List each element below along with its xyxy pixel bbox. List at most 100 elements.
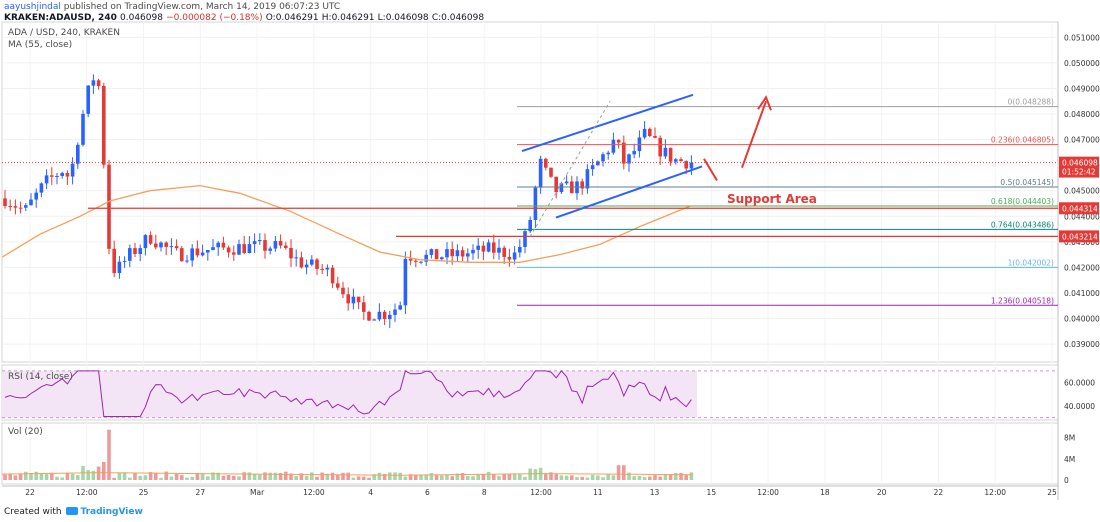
price-tick-label: 0.049000: [1064, 84, 1100, 93]
candle-body: [325, 267, 330, 270]
volume-bar: [455, 473, 460, 480]
symbol-ohlc-line: KRAKEN:ADAUSD, 240 0.046098 −0.000082 (−…: [4, 13, 484, 23]
candle-body: [440, 257, 444, 260]
candle-body: [65, 173, 70, 177]
volume-bar: [232, 475, 236, 480]
candle-body: [653, 136, 657, 138]
candle-body: [538, 158, 543, 188]
projection-up-line: [741, 100, 767, 169]
candle-body: [159, 242, 163, 248]
candle-body: [226, 247, 231, 253]
volume-bar: [570, 475, 574, 480]
volume-bar: [679, 472, 683, 480]
candle-body: [367, 311, 371, 321]
volume-bar: [434, 474, 439, 480]
rsi-tick-label: 60.0000: [1064, 379, 1095, 388]
candle-body: [278, 241, 283, 246]
candle-body: [346, 294, 350, 304]
volume-bar: [580, 476, 584, 480]
candle-body: [492, 242, 496, 253]
candle-body: [419, 261, 423, 263]
time-tick-label: 12:00: [757, 488, 779, 497]
candle-body: [320, 268, 324, 270]
candle-body: [44, 175, 49, 184]
volume-tick-label: 8M: [1064, 434, 1075, 443]
candle-body: [362, 302, 366, 312]
low-value: L:0.046098: [377, 13, 429, 23]
candle-body: [76, 144, 80, 164]
candle-body: [148, 235, 153, 244]
volume-bar: [336, 474, 340, 480]
volume-bar: [284, 471, 288, 480]
rsi-tick-label: 40.0000: [1064, 402, 1095, 411]
volume-bar: [424, 474, 428, 480]
price-tag-label: 0.044314: [1062, 204, 1098, 213]
volume-bar: [486, 471, 491, 480]
volume-bar: [39, 473, 44, 480]
volume-tick-label: 0: [1064, 476, 1069, 485]
candle-body: [460, 250, 465, 257]
candle-body: [247, 244, 252, 253]
candle-body: [154, 243, 158, 248]
volume-bar: [528, 468, 532, 480]
fib-level-label: 1(0.042002): [1008, 258, 1054, 267]
candle-body: [466, 253, 470, 257]
close-value: C:0.046098: [431, 13, 485, 23]
tradingview-brand[interactable]: TradingView: [80, 507, 143, 517]
volume-bar: [133, 472, 137, 480]
volume-bar: [164, 471, 168, 480]
volume-ma-line: [1, 472, 694, 476]
time-tick-label: 8: [482, 488, 487, 497]
candle-body: [221, 242, 226, 248]
time-tick-label: 12:00: [530, 488, 552, 497]
candle-body: [138, 248, 142, 254]
price-tick-label: 0.040000: [1064, 315, 1100, 324]
candle-body: [107, 164, 111, 249]
volume-bar: [294, 476, 298, 480]
candle-body: [3, 198, 7, 207]
candle-body: [315, 259, 319, 269]
candle-body: [523, 231, 527, 248]
volume-bar: [237, 476, 241, 480]
candle-body: [429, 249, 434, 255]
volume-bar: [616, 465, 621, 480]
volume-bar: [8, 473, 12, 480]
author-link[interactable]: aayushjindal: [4, 2, 61, 12]
candle-body: [502, 247, 506, 257]
volume-bar: [356, 476, 361, 480]
symbol-label: KRAKEN:ADAUSD, 240: [4, 13, 117, 23]
volume-bar: [44, 474, 49, 480]
candle-body: [24, 205, 28, 208]
volume-bar: [128, 477, 132, 480]
volume-bar: [497, 475, 501, 480]
candle-body: [39, 183, 44, 193]
price-tag-box: [1059, 230, 1099, 243]
last-price: 0.046098: [120, 13, 163, 23]
candle-body: [263, 239, 267, 251]
volume-bar: [382, 473, 387, 480]
volume-bar: [3, 474, 7, 480]
volume-bar: [289, 473, 293, 480]
moving-average-line: [1, 184, 691, 263]
candle-body: [559, 183, 564, 193]
candle-body: [96, 80, 101, 87]
volume-bar: [263, 472, 267, 480]
candle-body: [549, 167, 553, 177]
candle-body: [382, 311, 387, 320]
volume-bar: [372, 474, 376, 480]
candle-body: [450, 249, 454, 257]
volume-legend: Vol (20): [8, 427, 43, 437]
tradingview-logo-icon: [66, 507, 79, 515]
price-tick-label: 0.051000: [1064, 33, 1100, 42]
price-change: −0.000082 (−0.18%): [166, 13, 263, 23]
volume-bar: [377, 472, 382, 480]
price-tick-label: 0.050000: [1064, 59, 1100, 68]
rsi-legend: RSI (14, close): [8, 372, 73, 382]
candle-body: [622, 142, 626, 164]
volume-bar: [180, 475, 184, 480]
candle-body: [122, 260, 127, 262]
volume-bar: [190, 476, 194, 480]
volume-bar: [611, 475, 616, 480]
candle-body: [289, 247, 293, 259]
